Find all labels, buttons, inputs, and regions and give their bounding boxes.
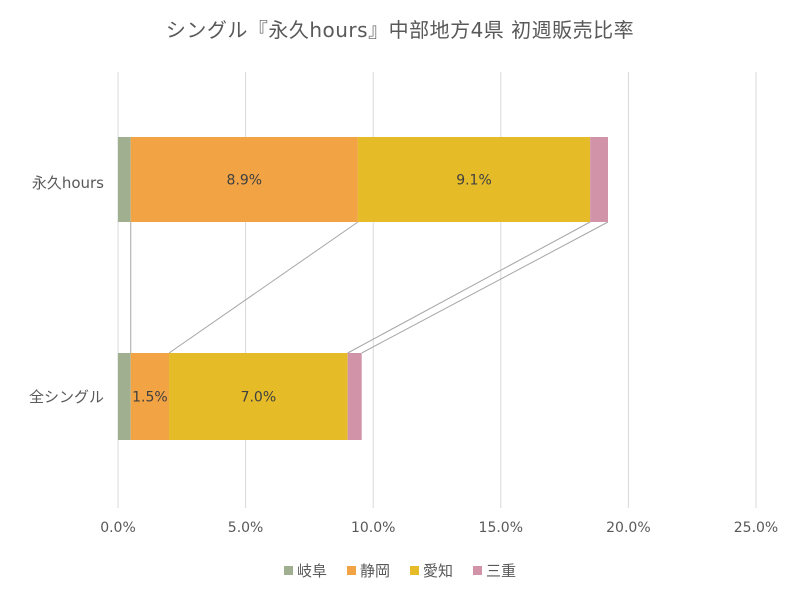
series-line — [361, 221, 609, 354]
bar-segment — [357, 137, 591, 222]
legend-item-mie: 三重 — [473, 560, 516, 581]
data-label: 1.5% — [132, 390, 168, 406]
series-line — [168, 221, 359, 354]
legend-swatch-icon — [346, 566, 356, 575]
series-line — [347, 221, 591, 354]
data-label: 7.0% — [241, 390, 277, 406]
legend-item-shizuoka: 静岡 — [346, 560, 390, 581]
bar-segment — [118, 137, 131, 222]
chart-title: シングル『永久hours』中部地方4県 初週販売比率 — [165, 18, 635, 42]
legend-item-gifu: 岐阜 — [283, 560, 327, 581]
series-lines — [130, 221, 609, 354]
data-label: 8.9% — [227, 173, 263, 189]
category-label-all-singles: 全シングル — [28, 388, 104, 406]
bar-segment — [169, 353, 348, 440]
legend-swatch-icon — [283, 566, 293, 575]
legend-item-aichi: 愛知 — [410, 560, 453, 581]
x-tick-label: 0.0% — [100, 520, 136, 536]
data-label: 9.1% — [456, 173, 492, 189]
bar-segment — [118, 353, 131, 440]
legend-label: 岐阜 — [296, 562, 327, 580]
x-tick-label: 15.0% — [478, 520, 524, 536]
legend-label: 静岡 — [359, 562, 390, 580]
x-tick-label: 10.0% — [350, 520, 396, 536]
legend-swatch-icon — [473, 566, 483, 575]
legend: 岐阜 静岡 愛知 三重 — [0, 560, 800, 581]
bar-segment — [590, 137, 608, 222]
category-label-eikyu-hours: 永久hours — [31, 174, 104, 192]
legend-label: 愛知 — [423, 562, 454, 580]
legend-label: 三重 — [486, 562, 517, 580]
legend-swatch-icon — [410, 566, 419, 575]
bars — [118, 137, 608, 440]
data-labels: 8.9% 9.1% 1.5% 7.0% — [132, 173, 492, 406]
x-tick-label: 20.0% — [606, 520, 651, 536]
x-tick-label: 25.0% — [733, 520, 779, 536]
bar-segment — [130, 353, 170, 440]
bar-segment — [130, 137, 358, 222]
bar-segment — [347, 353, 362, 440]
x-tick-label: 5.0% — [227, 520, 264, 536]
